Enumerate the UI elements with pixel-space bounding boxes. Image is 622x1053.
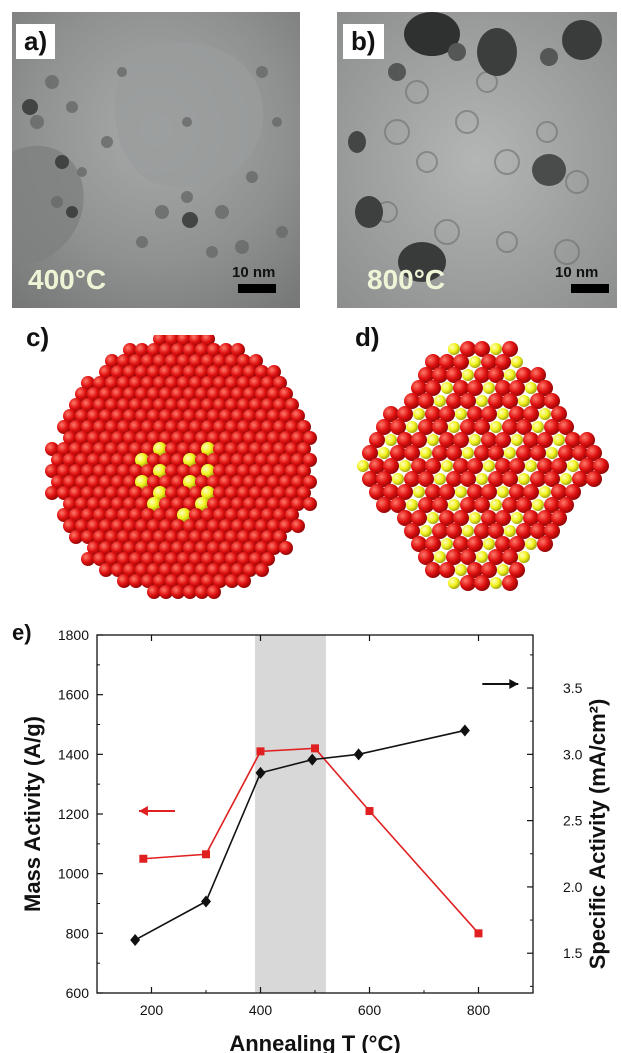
y-tick-label: 1600 [58, 687, 89, 703]
data-point-diamond [353, 748, 364, 761]
nanoparticle-model-cross-section [357, 341, 609, 591]
data-point-diamond [201, 895, 211, 908]
y-tick-label: 1000 [58, 866, 89, 882]
nanoparticle-model-surface [45, 335, 317, 599]
scale-bar-a [238, 284, 276, 293]
scale-bar-label-b: 10 nm [555, 264, 599, 281]
data-point-diamond [459, 724, 470, 737]
y-tick-label: 1800 [58, 627, 89, 643]
scale-bar-label-a: 10 nm [232, 264, 276, 281]
temperature-label-400c: 400°C [28, 264, 107, 295]
panel-e-label: e) [12, 620, 32, 645]
data-point-diamond [130, 933, 141, 946]
data-point-square [311, 744, 319, 753]
panel-b-label: b) [343, 24, 384, 59]
data-point-square [139, 854, 148, 863]
tem-image-800c-graphic [337, 12, 617, 308]
y-tick-label: 1400 [58, 746, 89, 762]
y2-tick-label: 3.5 [563, 680, 583, 696]
data-point-diamond [307, 753, 318, 766]
nanoparticles-800c [348, 12, 602, 282]
x-tick-label: 200 [140, 1002, 164, 1018]
axis-indicator-arrowhead [509, 679, 519, 690]
data-point-square [202, 850, 210, 859]
tem-image-800c: b) 800°C 10 nm [337, 12, 617, 308]
x-tick-label: 800 [467, 1002, 491, 1018]
y2-tick-label: 2.0 [563, 879, 583, 895]
data-point-square [256, 747, 265, 756]
panel-c-label: c) [26, 322, 50, 352]
nanoparticles-400c [30, 66, 288, 258]
y-tick-label: 600 [66, 985, 90, 1001]
y-axis-label: Mass Activity (A/g) [20, 716, 45, 912]
y2-tick-label: 1.5 [563, 945, 583, 961]
data-point-square [474, 929, 483, 938]
scale-bar-b [571, 284, 609, 293]
series-line-1 [134, 729, 466, 941]
panel-a-label: a) [16, 24, 56, 59]
series-line-0 [143, 747, 480, 934]
y2-tick-label: 3.0 [563, 746, 583, 762]
axis-indicator-arrowhead [138, 806, 148, 817]
activity-chart: 200 400 600 800 600 800 1000 1200 1400 1600 1800 1.… [20, 627, 610, 1053]
x-tick-label: 400 [249, 1002, 273, 1018]
temperature-label-800c: 800°C [367, 264, 446, 295]
data-point-square [365, 807, 374, 816]
x-tick-label: 600 [358, 1002, 382, 1018]
y2-axis-label: Specific Activity (mA/cm²) [585, 699, 610, 970]
data-point-diamond [255, 766, 266, 779]
y2-tick-label: 2.5 [563, 813, 583, 829]
panel-d-label: d) [355, 322, 380, 352]
tem-image-400c: a) 400°C 10 nm [12, 12, 300, 308]
x-axis-label: Annealing T (°C) [229, 1031, 400, 1053]
y-tick-label: 1200 [58, 806, 89, 822]
tem-image-400c-graphic [12, 12, 300, 308]
y-tick-label: 800 [66, 925, 90, 941]
highlight-band [255, 635, 326, 993]
